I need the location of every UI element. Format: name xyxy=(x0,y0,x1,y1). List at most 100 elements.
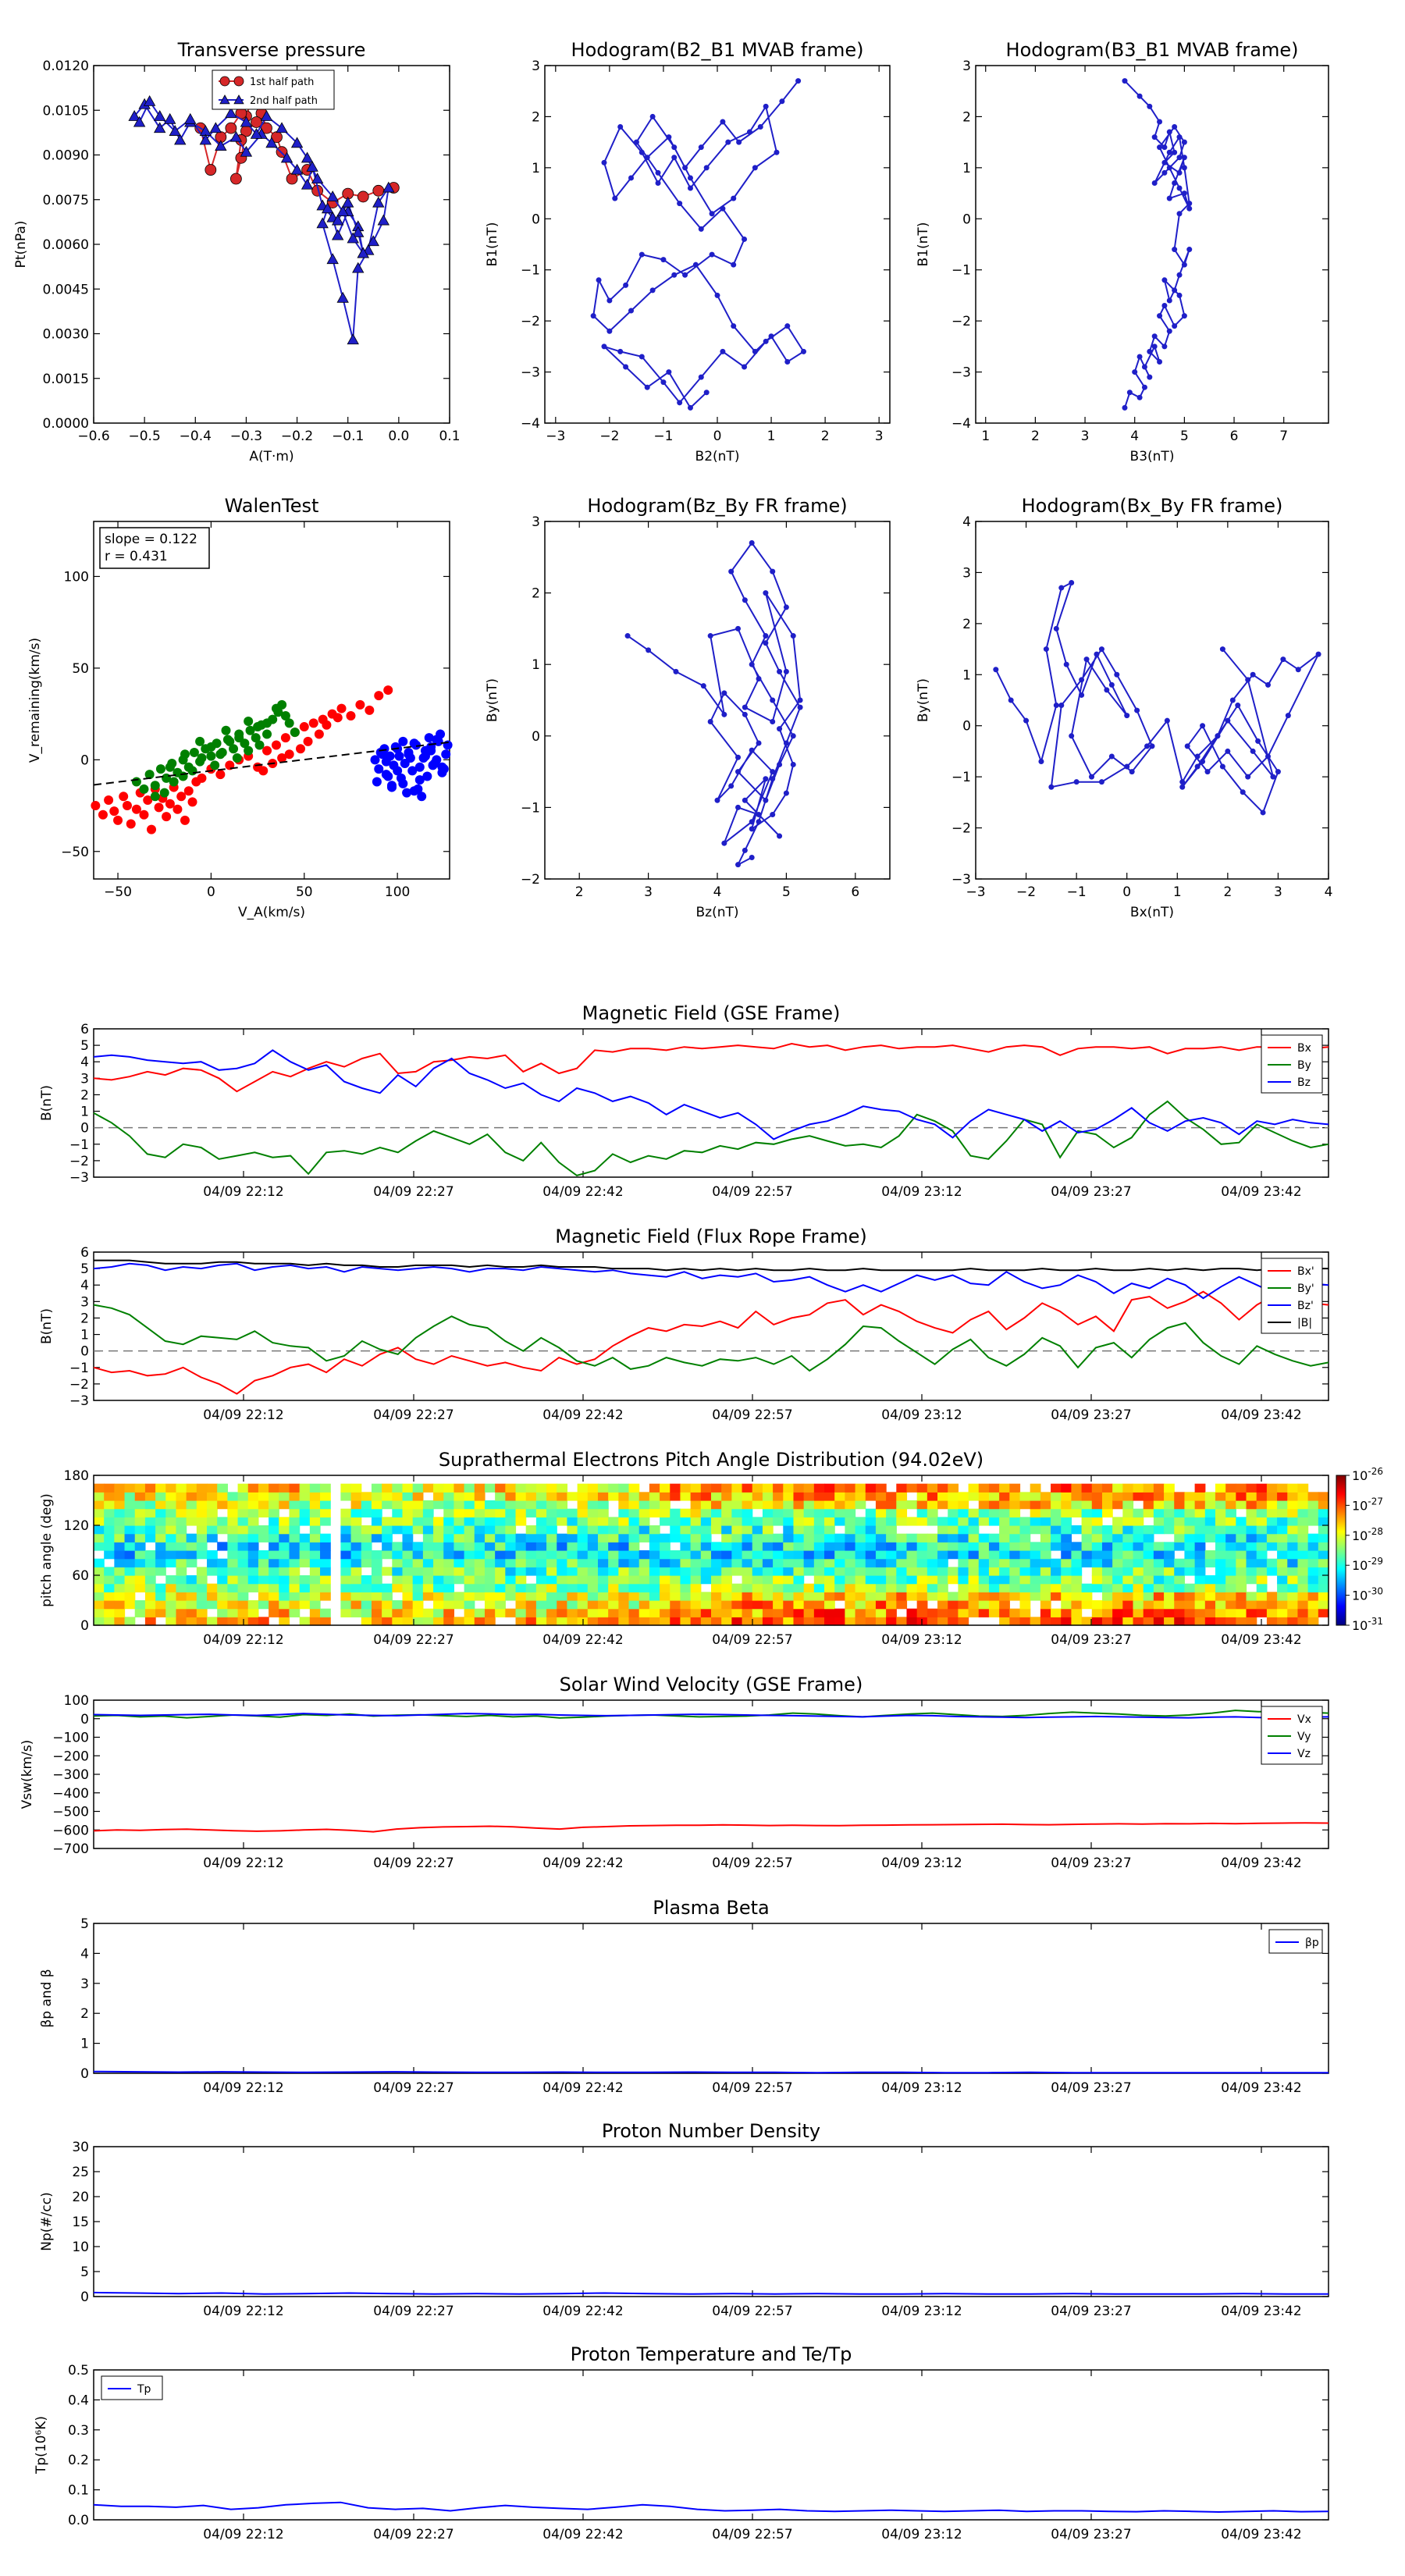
y-tick-label: 5 xyxy=(80,2265,89,2280)
heatmap-cell xyxy=(535,1575,547,1585)
heatmap-cell xyxy=(1091,1525,1103,1535)
heatmap-cell xyxy=(649,1533,660,1542)
heatmap-cell xyxy=(186,1600,197,1610)
heatmap-cell xyxy=(207,1583,218,1592)
heatmap-cell xyxy=(927,1508,938,1517)
data-point xyxy=(714,292,720,298)
heatmap-cell xyxy=(721,1550,732,1560)
data-point xyxy=(1157,144,1163,151)
data-point xyxy=(1181,313,1187,319)
heatmap-cell xyxy=(968,1483,980,1493)
heatmap-cell xyxy=(1133,1575,1144,1585)
heatmap-cell xyxy=(577,1525,589,1535)
y-tick-label: −4 xyxy=(951,416,971,432)
heatmap-cell xyxy=(968,1550,980,1560)
heatmap-cell xyxy=(1204,1592,1216,1601)
heatmap-cell xyxy=(114,1617,126,1626)
heatmap-cell xyxy=(845,1592,856,1601)
heatmap-cell xyxy=(1112,1567,1123,1576)
chart-title: Proton Number Density xyxy=(602,2120,820,2142)
heatmap-cell xyxy=(433,1492,444,1501)
heatmap-cell xyxy=(402,1517,414,1526)
heatmap-cell xyxy=(803,1517,815,1526)
annotation-text: r = 0.431 xyxy=(105,549,168,564)
heatmap-cell xyxy=(988,1558,1000,1567)
heatmap-cell xyxy=(505,1508,517,1517)
y-tick-label: 180 xyxy=(64,1468,89,1484)
heatmap-cell xyxy=(104,1525,115,1535)
heatmap-cell xyxy=(104,1517,115,1526)
heatmap-cell xyxy=(350,1575,362,1585)
heatmap-cell xyxy=(886,1617,897,1626)
heatmap-cell xyxy=(1184,1500,1196,1510)
x-tick-label: 5 xyxy=(782,884,791,900)
data-point xyxy=(721,690,727,696)
series-line xyxy=(93,1290,1329,1395)
data-point xyxy=(671,272,678,278)
heatmap-cell xyxy=(587,1508,599,1517)
heatmap-cell xyxy=(505,1567,517,1576)
heatmap-cell xyxy=(988,1592,1000,1601)
heatmap-cell xyxy=(176,1500,187,1510)
heatmap-cell xyxy=(886,1525,897,1535)
data-point xyxy=(165,799,175,809)
heatmap-cell xyxy=(1236,1492,1247,1501)
data-point xyxy=(783,790,789,796)
data-point xyxy=(174,133,187,145)
heatmap-cell xyxy=(546,1542,557,1551)
time-tick-label: 04/09 23:42 xyxy=(1221,2527,1301,2542)
heatmap-cell xyxy=(638,1558,650,1567)
heatmap-cell xyxy=(535,1508,547,1517)
heatmap-cell xyxy=(1153,1583,1165,1592)
x-axis-label: B2(nT) xyxy=(695,449,740,464)
heatmap-cell xyxy=(320,1533,331,1542)
heatmap-cell xyxy=(638,1567,650,1576)
heatmap-cell xyxy=(999,1483,1010,1493)
heatmap-cell xyxy=(207,1550,218,1560)
data-point xyxy=(301,178,314,190)
heatmap-cell xyxy=(855,1492,866,1501)
heatmap-cell xyxy=(762,1592,774,1601)
data-point xyxy=(1194,753,1200,760)
data-point xyxy=(749,819,755,825)
data-point xyxy=(628,175,634,181)
heatmap-cell xyxy=(217,1608,228,1617)
colorbar-tick-label: 10-31 xyxy=(1352,1616,1383,1633)
chart-title: Magnetic Field (GSE Frame) xyxy=(582,1002,841,1024)
heatmap-cell xyxy=(495,1508,506,1517)
heatmap-cell xyxy=(289,1550,301,1560)
data-point xyxy=(393,766,403,776)
heatmap-cell xyxy=(813,1533,825,1542)
heatmap-cell xyxy=(227,1492,239,1501)
heatmap-cell xyxy=(824,1525,835,1535)
heatmap-cell xyxy=(680,1575,692,1585)
heatmap-cell xyxy=(361,1533,372,1542)
heatmap-cell xyxy=(690,1517,702,1526)
heatmap-cell xyxy=(742,1500,753,1510)
data-point xyxy=(1179,779,1186,785)
heatmap-cell xyxy=(1081,1508,1093,1517)
heatmap-cell xyxy=(1071,1525,1083,1535)
heatmap-cells xyxy=(94,1483,1329,1626)
heatmap-cell xyxy=(104,1583,115,1592)
heatmap-cell xyxy=(587,1600,599,1610)
heatmap-cell xyxy=(535,1533,547,1542)
heatmap-cell xyxy=(422,1508,434,1517)
heatmap-cell xyxy=(1051,1608,1062,1617)
heatmap-cell xyxy=(834,1500,845,1510)
heatmap-cell xyxy=(495,1558,506,1567)
heatmap-cell xyxy=(618,1608,630,1617)
heatmap-cell xyxy=(1122,1483,1134,1493)
heatmap-cell xyxy=(484,1500,496,1510)
y-tick-label: 10 xyxy=(72,2240,89,2255)
heatmap-cell xyxy=(495,1483,506,1493)
heatmap-cell xyxy=(649,1550,660,1560)
heatmap-cell xyxy=(1143,1600,1154,1610)
data-point xyxy=(1260,809,1266,816)
heatmap-cell xyxy=(958,1575,969,1585)
heatmap-cell xyxy=(752,1533,763,1542)
heatmap-cell xyxy=(700,1525,712,1535)
heatmap-cell xyxy=(567,1617,578,1626)
heatmap-cell xyxy=(1112,1483,1123,1493)
